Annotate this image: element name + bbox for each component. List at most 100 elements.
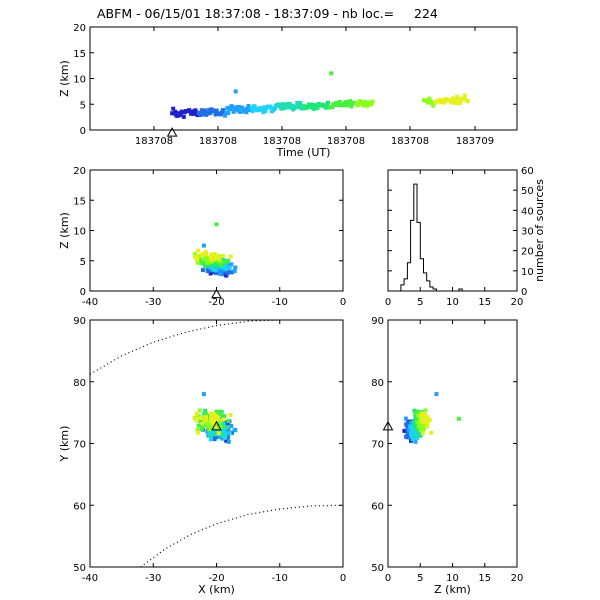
source-point (328, 105, 333, 110)
station-marker (166, 127, 178, 137)
y-tick-label: 30 (521, 227, 534, 238)
y-tick-label: 0 (80, 287, 86, 298)
y-tick-label: 80 (371, 378, 384, 389)
source-point (212, 252, 217, 256)
source-point (216, 420, 221, 425)
x-tick-label: 0 (340, 573, 346, 584)
source-point (195, 430, 200, 435)
y-tick-label: 70 (73, 440, 86, 451)
source-point (315, 105, 320, 110)
source-point (411, 437, 416, 442)
source-point (330, 105, 335, 110)
source-point (195, 418, 200, 423)
source-point (176, 111, 181, 116)
source-point (216, 256, 221, 261)
source-point (422, 424, 427, 429)
y-tick-label: 50 (73, 563, 86, 574)
source-point (200, 252, 205, 256)
source-point (428, 98, 433, 103)
source-point (260, 106, 265, 111)
x-tick-label: -30 (145, 573, 161, 584)
source-point (262, 105, 267, 110)
source-point (408, 424, 413, 429)
source-point (434, 392, 439, 397)
source-point (295, 101, 300, 105)
source-point (218, 272, 223, 277)
source-point (224, 110, 229, 115)
source-point (218, 424, 222, 429)
x-tick-label: -40 (82, 573, 98, 584)
x-tick-label: -10 (272, 573, 288, 584)
y-tick-label: 90 (73, 316, 86, 327)
source-point (225, 106, 230, 111)
source-point (212, 424, 217, 429)
x-tick-label: 0 (385, 573, 391, 584)
source-point (423, 408, 428, 413)
source-point (413, 426, 418, 431)
source-point (227, 431, 232, 436)
source-point (214, 435, 219, 440)
histogram-bars (388, 183, 517, 292)
x-tick-label: 20 (511, 573, 524, 584)
source-point (456, 416, 461, 421)
source-point (417, 424, 421, 428)
source-point (263, 108, 268, 113)
source-point (424, 420, 429, 425)
source-point (205, 421, 209, 426)
source-point (208, 437, 213, 442)
source-point (233, 427, 238, 432)
source-point (248, 108, 253, 112)
source-point (285, 101, 290, 106)
source-point (366, 100, 371, 105)
source-point (329, 71, 334, 76)
source-point (206, 258, 211, 263)
source-point (192, 252, 197, 257)
source-point (359, 100, 364, 105)
source-point (214, 417, 218, 422)
source-point (204, 251, 208, 256)
source-point (214, 222, 219, 227)
x-tick-label: 5 (417, 297, 423, 308)
source-point (221, 431, 226, 436)
source-point (348, 99, 353, 104)
source-point (461, 96, 466, 101)
source-point (170, 111, 175, 116)
y-tick-label: 80 (73, 378, 86, 389)
source-point (268, 105, 273, 110)
source-point (297, 103, 302, 108)
source-point (309, 102, 313, 107)
source-point (337, 99, 342, 104)
source-point (205, 269, 210, 274)
source-point (211, 256, 216, 261)
y-tick-label: 15 (73, 196, 86, 207)
source-point (457, 101, 462, 106)
boundary-upper-curve (89, 319, 280, 375)
source-point (223, 267, 228, 272)
source-point (188, 109, 193, 114)
y-tick-label: 50 (521, 186, 534, 197)
source-point (313, 103, 318, 108)
source-point (365, 104, 370, 109)
source-point (209, 254, 214, 259)
source-point (196, 260, 200, 265)
source-point (214, 270, 219, 275)
plan-view-panel: -40 -30 -20 -10 0 50 60 70 80 90 X (km) Y (km) (58, 316, 346, 596)
source-point (405, 435, 410, 440)
source-point (294, 105, 299, 110)
y-tick-label: 60 (521, 166, 534, 177)
source-point (235, 108, 240, 113)
source-point (416, 421, 421, 426)
source-point (171, 106, 176, 111)
y-tick-label: 60 (73, 501, 86, 512)
source-point (221, 417, 225, 422)
source-point (203, 418, 208, 423)
source-point (243, 108, 248, 112)
source-point (199, 416, 204, 420)
source-point (224, 438, 229, 443)
x-tick-label: -20 (208, 573, 224, 584)
source-point (173, 109, 178, 114)
source-point (230, 270, 234, 275)
y-axis-label: Z (km) (58, 212, 71, 249)
source-point (193, 108, 198, 113)
